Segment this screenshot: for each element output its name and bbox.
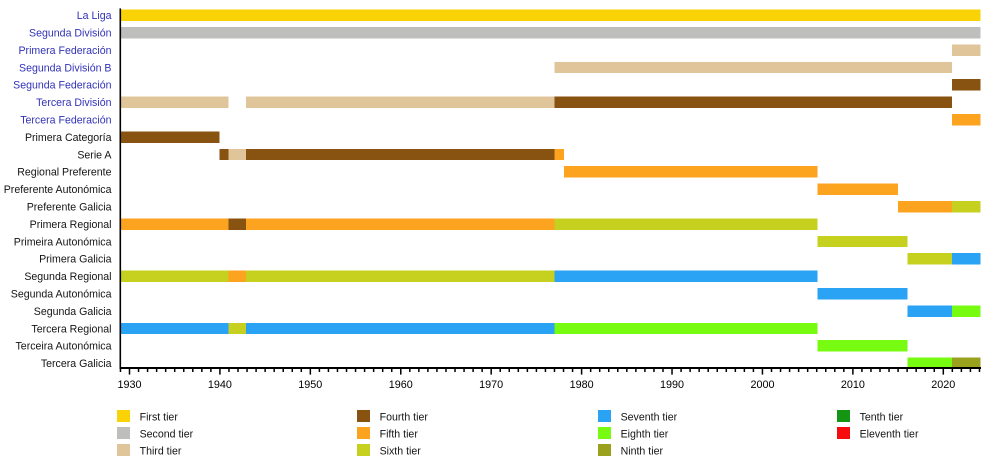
svg-text:1950: 1950	[298, 379, 322, 391]
svg-text:Primera Regional: Primera Regional	[30, 219, 112, 231]
svg-text:Seventh tier: Seventh tier	[621, 411, 678, 423]
svg-text:Tercera Federación: Tercera Federación	[20, 115, 111, 127]
svg-text:Preferente Galicia: Preferente Galicia	[27, 202, 112, 214]
svg-text:2020: 2020	[931, 379, 955, 391]
svg-text:Tercera Galicia: Tercera Galicia	[41, 358, 112, 370]
svg-text:1940: 1940	[208, 379, 232, 391]
svg-text:La Liga: La Liga	[77, 10, 112, 22]
svg-text:1960: 1960	[389, 379, 413, 391]
svg-text:Tercera División: Tercera División	[36, 97, 111, 109]
svg-text:Segunda Autonómica: Segunda Autonómica	[11, 289, 112, 301]
svg-text:1930: 1930	[117, 379, 141, 391]
svg-text:Primeira Autonómica: Primeira Autonómica	[14, 236, 112, 248]
svg-text:Regional Preferente: Regional Preferente	[17, 167, 111, 179]
svg-text:Segunda División B: Segunda División B	[19, 62, 111, 74]
svg-text:Primera Federación: Primera Federación	[18, 45, 111, 57]
svg-text:Tenth tier: Tenth tier	[860, 411, 904, 423]
svg-text:Fifth tier: Fifth tier	[380, 429, 419, 441]
svg-text:Primera Galicia: Primera Galicia	[39, 254, 112, 266]
svg-text:Second tier: Second tier	[140, 429, 194, 441]
svg-text:Segunda Federación: Segunda Federación	[13, 80, 111, 92]
svg-text:First tier: First tier	[140, 411, 179, 423]
svg-text:Terceira Autonómica: Terceira Autonómica	[16, 341, 112, 353]
svg-text:Preferente Autonómica: Preferente Autonómica	[4, 184, 112, 196]
svg-text:Primera Categoría: Primera Categoría	[25, 132, 112, 144]
svg-text:Eleventh tier: Eleventh tier	[860, 429, 919, 441]
svg-text:Eighth tier: Eighth tier	[621, 429, 669, 441]
svg-text:Tercera Regional: Tercera Regional	[31, 323, 111, 335]
svg-text:1990: 1990	[660, 379, 684, 391]
svg-text:1980: 1980	[570, 379, 594, 391]
svg-text:2000: 2000	[750, 379, 774, 391]
svg-text:1970: 1970	[479, 379, 503, 391]
svg-text:Segunda Regional: Segunda Regional	[24, 271, 111, 283]
svg-text:Serie A: Serie A	[77, 149, 112, 161]
svg-text:Segunda División: Segunda División	[29, 28, 112, 40]
svg-text:Segunda Galicia: Segunda Galicia	[34, 306, 112, 318]
svg-text:Fourth tier: Fourth tier	[380, 411, 429, 423]
svg-text:Ninth tier: Ninth tier	[621, 446, 664, 458]
svg-text:2010: 2010	[841, 379, 865, 391]
svg-text:Third tier: Third tier	[140, 446, 182, 458]
svg-text:Sixth tier: Sixth tier	[380, 446, 422, 458]
